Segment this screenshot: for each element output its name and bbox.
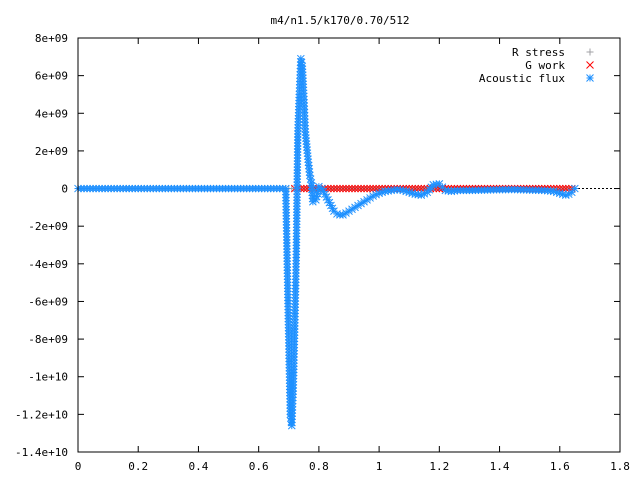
acoustic-flux-series bbox=[74, 54, 579, 430]
series-marks bbox=[74, 54, 579, 430]
g-work-point bbox=[342, 184, 350, 193]
x-tick-label: 0.4 bbox=[189, 460, 209, 473]
acoustic-flux-point bbox=[348, 205, 356, 214]
legend-marker-acoustic-flux bbox=[586, 74, 594, 82]
g-work-point bbox=[366, 184, 374, 193]
ticks: 0 0.2 0.4 0.6 0.8 1 1.2 1.4 1.6 1.8 8e+09 6e+09 4e+0… bbox=[15, 32, 630, 473]
legend-label-r-stress: R stress bbox=[512, 46, 565, 59]
g-work-point bbox=[564, 184, 573, 193]
legend-label-acoustic-flux: Acoustic flux bbox=[479, 72, 565, 85]
g-work-point bbox=[558, 184, 567, 193]
y-tick-label: -1.2e+10 bbox=[15, 408, 68, 421]
legend-marker-g-work bbox=[586, 61, 594, 69]
x-tick-label: 0.8 bbox=[309, 460, 329, 473]
acoustic-flux-point bbox=[369, 192, 377, 200]
y-tick-label: 2e+09 bbox=[35, 145, 68, 158]
acoustic-flux-point bbox=[570, 184, 579, 193]
x-tick-label: 1.6 bbox=[550, 460, 570, 473]
x-tick-label: 0 bbox=[75, 460, 82, 473]
g-work-point bbox=[357, 184, 365, 193]
x-tick-label: 1.2 bbox=[429, 460, 449, 473]
legend-label-g-work: G work bbox=[525, 59, 565, 72]
x-tick-label: 1.8 bbox=[610, 460, 630, 473]
g-work-point bbox=[417, 184, 426, 193]
g-work-point bbox=[336, 184, 344, 193]
g-work-point bbox=[411, 184, 420, 193]
g-work-point bbox=[339, 184, 347, 193]
x-tick-label: 1.4 bbox=[490, 460, 510, 473]
g-work-point bbox=[351, 184, 359, 193]
legend-marker-r-stress bbox=[586, 48, 594, 56]
g-work-point bbox=[354, 184, 362, 193]
g-work-point bbox=[348, 184, 356, 193]
y-tick-label: -4e+09 bbox=[28, 258, 68, 271]
x-tick-label: 0.2 bbox=[128, 460, 148, 473]
chart-title: m4/n1.5/k170/0.70/512 bbox=[270, 14, 409, 27]
y-tick-label: 6e+09 bbox=[35, 70, 68, 83]
y-tick-label: 8e+09 bbox=[35, 32, 68, 45]
g-work-point bbox=[327, 184, 335, 193]
x-tick-label: 1 bbox=[376, 460, 383, 473]
g-work-point bbox=[330, 184, 338, 193]
y-tick-label: -8e+09 bbox=[28, 333, 68, 346]
g-work-point bbox=[369, 184, 377, 193]
g-work-point bbox=[299, 184, 308, 193]
plot-frame bbox=[77, 37, 621, 453]
acoustic-flux-point bbox=[378, 188, 386, 197]
y-tick-label: -1.4e+10 bbox=[15, 446, 68, 459]
g-work-point bbox=[372, 184, 380, 193]
acoustic-flux-point bbox=[561, 191, 570, 199]
y-tick-label: 0 bbox=[61, 183, 68, 196]
y-tick-label: 4e+09 bbox=[35, 107, 68, 120]
acoustic-flux-point bbox=[567, 188, 576, 197]
y-tick-label: -1e+10 bbox=[28, 371, 68, 384]
x-tick-label: 0.6 bbox=[249, 460, 269, 473]
g-work-point bbox=[561, 184, 570, 193]
g-work-point bbox=[414, 184, 423, 193]
acoustic-flux-point bbox=[552, 188, 561, 197]
y-tick-label: -2e+09 bbox=[28, 220, 68, 233]
g-work-point bbox=[345, 184, 353, 193]
g-work-point bbox=[363, 184, 371, 193]
g-work-point bbox=[333, 184, 341, 193]
g-work-point bbox=[360, 184, 368, 193]
y-tick-label: -6e+09 bbox=[28, 295, 68, 308]
